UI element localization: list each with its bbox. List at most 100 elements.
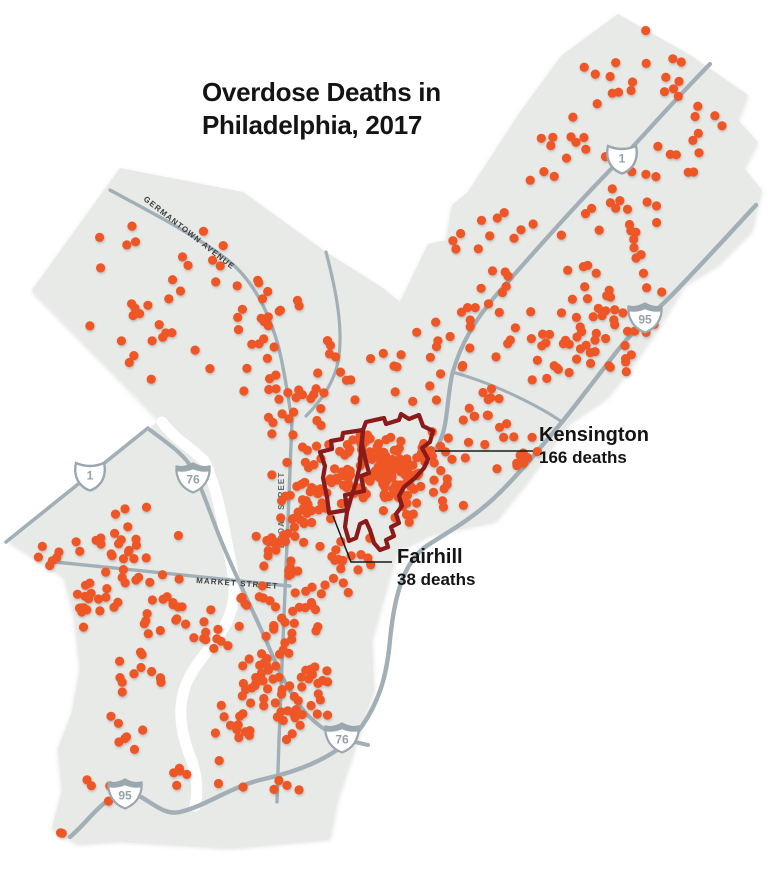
broad-street-label: BROAD STREET <box>277 472 286 548</box>
death-dot <box>561 153 572 163</box>
death-dot <box>121 732 132 742</box>
death-dot <box>78 622 89 632</box>
death-dot <box>158 332 168 342</box>
death-dot <box>631 227 641 237</box>
death-dot <box>318 675 328 686</box>
death-dot <box>106 711 116 721</box>
death-dot <box>214 756 224 766</box>
death-dot <box>652 217 662 228</box>
death-dot <box>319 388 329 398</box>
death-dot <box>292 295 303 305</box>
death-dot <box>642 197 652 207</box>
us-route-shield-icon <box>74 461 106 492</box>
neighborhood-outlines <box>317 411 436 553</box>
death-dot <box>54 547 64 557</box>
death-dot <box>601 333 611 344</box>
death-dot <box>286 556 296 566</box>
death-dot <box>244 654 254 664</box>
death-dot <box>473 244 483 254</box>
death-dot <box>290 588 300 598</box>
death-dot <box>251 531 261 541</box>
death-dot <box>216 700 226 711</box>
death-dot <box>262 353 272 363</box>
death-dot <box>80 591 90 601</box>
death-dot <box>350 395 360 405</box>
route-shield-interstate-76: 76 <box>175 462 211 494</box>
death-dot <box>234 732 244 743</box>
death-dot <box>396 350 406 360</box>
death-dot <box>532 447 542 457</box>
death-dot <box>75 546 85 556</box>
death-dot <box>113 718 123 728</box>
death-dot <box>57 828 67 838</box>
death-dot <box>510 323 520 333</box>
death-dot <box>232 281 242 291</box>
death-dot <box>343 447 353 457</box>
death-dot <box>315 541 325 551</box>
death-dot <box>382 453 392 463</box>
death-dot <box>154 320 164 330</box>
death-dot <box>607 184 617 194</box>
death-dot <box>491 352 501 362</box>
death-dot <box>143 629 153 639</box>
route-number-label: 95 <box>118 789 132 803</box>
death-dot <box>601 306 611 316</box>
death-dot <box>541 338 551 348</box>
death-dot <box>269 342 279 352</box>
death-dot <box>120 578 130 588</box>
death-dot <box>568 112 578 122</box>
death-dot <box>403 468 413 478</box>
death-dot <box>233 720 243 730</box>
death-dot <box>169 768 179 778</box>
death-dot <box>609 315 619 325</box>
death-dot <box>287 634 297 645</box>
interstate-shield-crest <box>628 303 662 312</box>
death-dot <box>235 711 245 721</box>
death-dot <box>602 291 612 301</box>
death-dot <box>492 213 502 223</box>
death-dot <box>293 566 303 576</box>
death-dot <box>307 600 317 611</box>
death-dot <box>586 358 596 368</box>
death-dot <box>641 25 651 36</box>
death-dot <box>307 517 317 528</box>
death-dot <box>327 477 337 488</box>
death-dot <box>291 705 301 715</box>
death-dot <box>225 720 236 730</box>
death-dot <box>428 487 439 497</box>
death-dot <box>182 769 192 780</box>
death-dot <box>183 260 193 270</box>
death-dot <box>218 241 228 251</box>
death-dot <box>580 282 590 292</box>
death-dot <box>575 322 585 332</box>
death-dot <box>641 58 651 68</box>
death-dot <box>379 490 389 500</box>
death-dot <box>335 367 346 377</box>
route-number-label: 1 <box>619 152 626 166</box>
death-dot <box>501 281 511 291</box>
route-shield-interstate-95: 95 <box>627 302 663 334</box>
death-dot <box>509 233 519 243</box>
death-dot <box>336 498 346 509</box>
death-dot <box>209 643 219 654</box>
death-dot <box>93 594 104 604</box>
death-dot <box>281 734 292 745</box>
death-dot <box>651 201 662 211</box>
death-dot <box>502 419 512 429</box>
death-dot <box>373 462 383 472</box>
death-dot <box>593 303 603 313</box>
road-ne-connector <box>450 370 564 424</box>
death-dot <box>37 541 47 552</box>
death-dot <box>448 236 458 246</box>
death-dot <box>615 196 625 206</box>
death-dot <box>158 594 168 604</box>
death-dot <box>296 672 306 682</box>
death-dot <box>476 215 487 225</box>
death-dot <box>263 412 274 422</box>
death-dot <box>457 362 467 372</box>
route-number-label: 95 <box>638 313 652 327</box>
route-number-label: 76 <box>335 733 349 747</box>
death-dot <box>134 572 144 583</box>
page-title-line1: Overdose Deaths in <box>202 77 441 107</box>
